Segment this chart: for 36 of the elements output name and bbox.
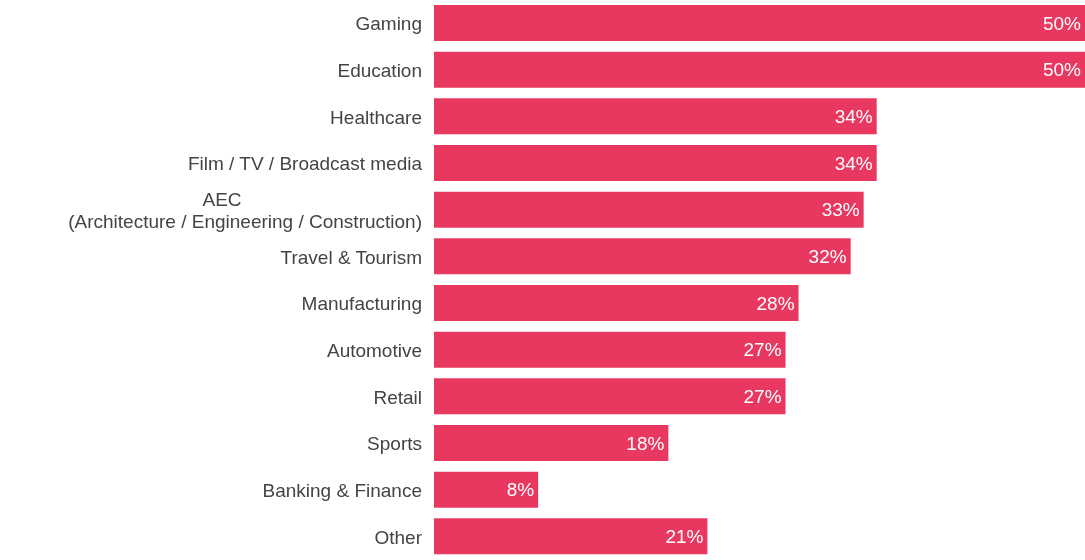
bar bbox=[434, 51, 1085, 88]
data-label: 27% bbox=[743, 339, 782, 361]
data-label: 18% bbox=[626, 432, 665, 454]
y-tick-label: Travel & Tourism bbox=[280, 246, 422, 268]
y-tick-label: AEC (Architecture / Engineering / Construction) bbox=[68, 188, 422, 232]
data-label: 8% bbox=[506, 479, 535, 501]
bar bbox=[434, 5, 1085, 41]
bar bbox=[434, 98, 877, 135]
y-tick-label: Other bbox=[374, 526, 423, 548]
y-tick-label: Retail bbox=[373, 386, 422, 408]
data-label: 50% bbox=[1042, 12, 1082, 34]
y-tick-label: Gaming bbox=[355, 12, 422, 34]
bar bbox=[434, 285, 799, 321]
bar bbox=[434, 378, 786, 415]
bar bbox=[434, 238, 851, 275]
bar bbox=[434, 425, 669, 461]
bar bbox=[434, 518, 708, 555]
y-tick-label: Manufacturing bbox=[301, 292, 422, 314]
y-tick-label: Automotive bbox=[326, 339, 422, 361]
data-label: 32% bbox=[808, 246, 847, 268]
y-tick-label: Film / TV / Broadcast media bbox=[187, 152, 423, 174]
bar bbox=[434, 471, 539, 508]
data-label: 33% bbox=[821, 199, 860, 221]
data-label: 21% bbox=[665, 526, 704, 548]
y-tick-label: Healthcare bbox=[330, 106, 422, 128]
data-label: 50% bbox=[1042, 59, 1082, 81]
y-tick-label: Banking & Finance bbox=[262, 479, 422, 501]
bar bbox=[434, 331, 786, 368]
data-label: 34% bbox=[834, 106, 873, 128]
y-tick-label: Sports bbox=[367, 432, 422, 454]
data-label: 34% bbox=[834, 152, 873, 174]
bar bbox=[434, 145, 877, 181]
data-label: 28% bbox=[756, 292, 795, 314]
y-tick-label: Education bbox=[337, 59, 422, 81]
data-label: 27% bbox=[743, 386, 782, 408]
bar bbox=[434, 191, 864, 228]
